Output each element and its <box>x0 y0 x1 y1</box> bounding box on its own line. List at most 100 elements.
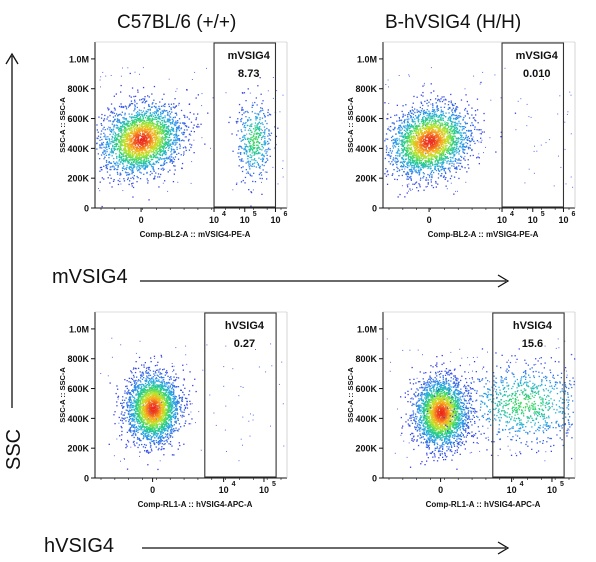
event-dot <box>162 110 164 112</box>
event-dot <box>167 126 169 128</box>
event-dot <box>449 142 451 144</box>
event-dot <box>426 109 428 111</box>
event-dot <box>238 165 240 167</box>
event-dot <box>195 97 197 99</box>
event-dot <box>466 171 468 173</box>
event-dot <box>126 159 128 161</box>
event-dot <box>109 154 111 156</box>
event-dot <box>483 119 485 122</box>
event-dot <box>397 155 399 157</box>
event-dot <box>131 145 133 147</box>
event-dot <box>112 136 114 139</box>
event-dot <box>156 135 158 137</box>
event-dot <box>418 166 420 168</box>
event-dot <box>395 143 397 146</box>
event-dot <box>99 139 101 141</box>
event-dot <box>148 132 151 134</box>
event-dot <box>477 122 479 124</box>
event-dot <box>414 124 416 126</box>
event-dot <box>139 119 141 122</box>
event-dot <box>251 155 253 157</box>
event-dot <box>138 156 141 158</box>
event-dot <box>113 112 115 114</box>
event-dot <box>405 125 407 127</box>
event-dot <box>121 154 123 156</box>
event-dot <box>463 158 465 160</box>
event-dot <box>415 153 418 155</box>
event-dot <box>147 161 150 164</box>
event-dot <box>136 175 138 178</box>
event-dot <box>441 128 443 130</box>
event-dot <box>124 146 126 148</box>
event-dot <box>401 145 403 147</box>
event-dot <box>458 158 460 160</box>
event-dot <box>132 122 135 124</box>
event-dot <box>394 127 396 130</box>
event-dot <box>417 117 419 119</box>
event-dot <box>132 143 134 145</box>
event-dot <box>122 160 125 163</box>
event-dot <box>133 124 136 126</box>
event-dot <box>401 139 403 141</box>
event-dot <box>456 131 458 133</box>
event-dot <box>455 142 457 144</box>
gate-rectangle <box>213 42 277 208</box>
event-dot <box>139 178 142 180</box>
event-dot <box>113 168 115 171</box>
event-dot <box>429 137 431 140</box>
event-dot <box>445 147 447 149</box>
event-dot <box>433 147 435 149</box>
event-dot <box>109 141 111 143</box>
event-dot <box>164 123 166 126</box>
event-dot <box>131 119 133 121</box>
event-dot <box>261 193 263 195</box>
event-dot <box>120 105 123 108</box>
event-dot <box>270 135 272 137</box>
event-dot <box>443 147 445 149</box>
event-dot <box>251 111 253 113</box>
event-dot <box>263 113 265 115</box>
event-dot <box>142 163 145 165</box>
event-dot <box>259 117 261 119</box>
event-dot <box>171 133 173 135</box>
event-dot <box>148 117 150 119</box>
event-dot <box>451 147 453 149</box>
event-dot <box>461 156 463 158</box>
event-dot <box>148 122 150 124</box>
event-dot <box>169 156 171 158</box>
event-dot <box>468 104 470 106</box>
event-dot <box>146 166 148 168</box>
event-dot <box>169 119 171 121</box>
event-dot <box>155 112 157 115</box>
event-dot <box>121 149 123 152</box>
event-dot <box>152 122 154 125</box>
event-dot <box>264 129 266 131</box>
event-dot <box>141 156 144 158</box>
event-dot <box>121 141 123 143</box>
event-dot <box>260 143 263 146</box>
event-dot <box>139 116 142 118</box>
event-dot <box>431 176 433 178</box>
event-dot <box>424 128 426 130</box>
event-dot <box>405 150 408 152</box>
event-dot <box>142 110 145 112</box>
event-dot <box>130 116 132 119</box>
event-dot <box>162 125 164 127</box>
event-dot <box>444 153 447 156</box>
event-dot <box>451 130 453 133</box>
event-dot <box>264 116 266 118</box>
event-dot <box>156 142 158 144</box>
event-dot <box>157 114 159 117</box>
event-dot <box>431 158 433 160</box>
event-dot <box>411 168 413 170</box>
event-dot <box>268 133 270 135</box>
event-dot <box>166 126 168 128</box>
event-dot <box>411 141 413 143</box>
event-dot <box>397 160 399 162</box>
event-dot <box>201 105 203 107</box>
event-dot <box>258 164 260 166</box>
event-dot <box>414 121 416 123</box>
event-dot <box>183 114 185 116</box>
event-dot <box>436 114 438 117</box>
event-dot <box>104 150 106 152</box>
